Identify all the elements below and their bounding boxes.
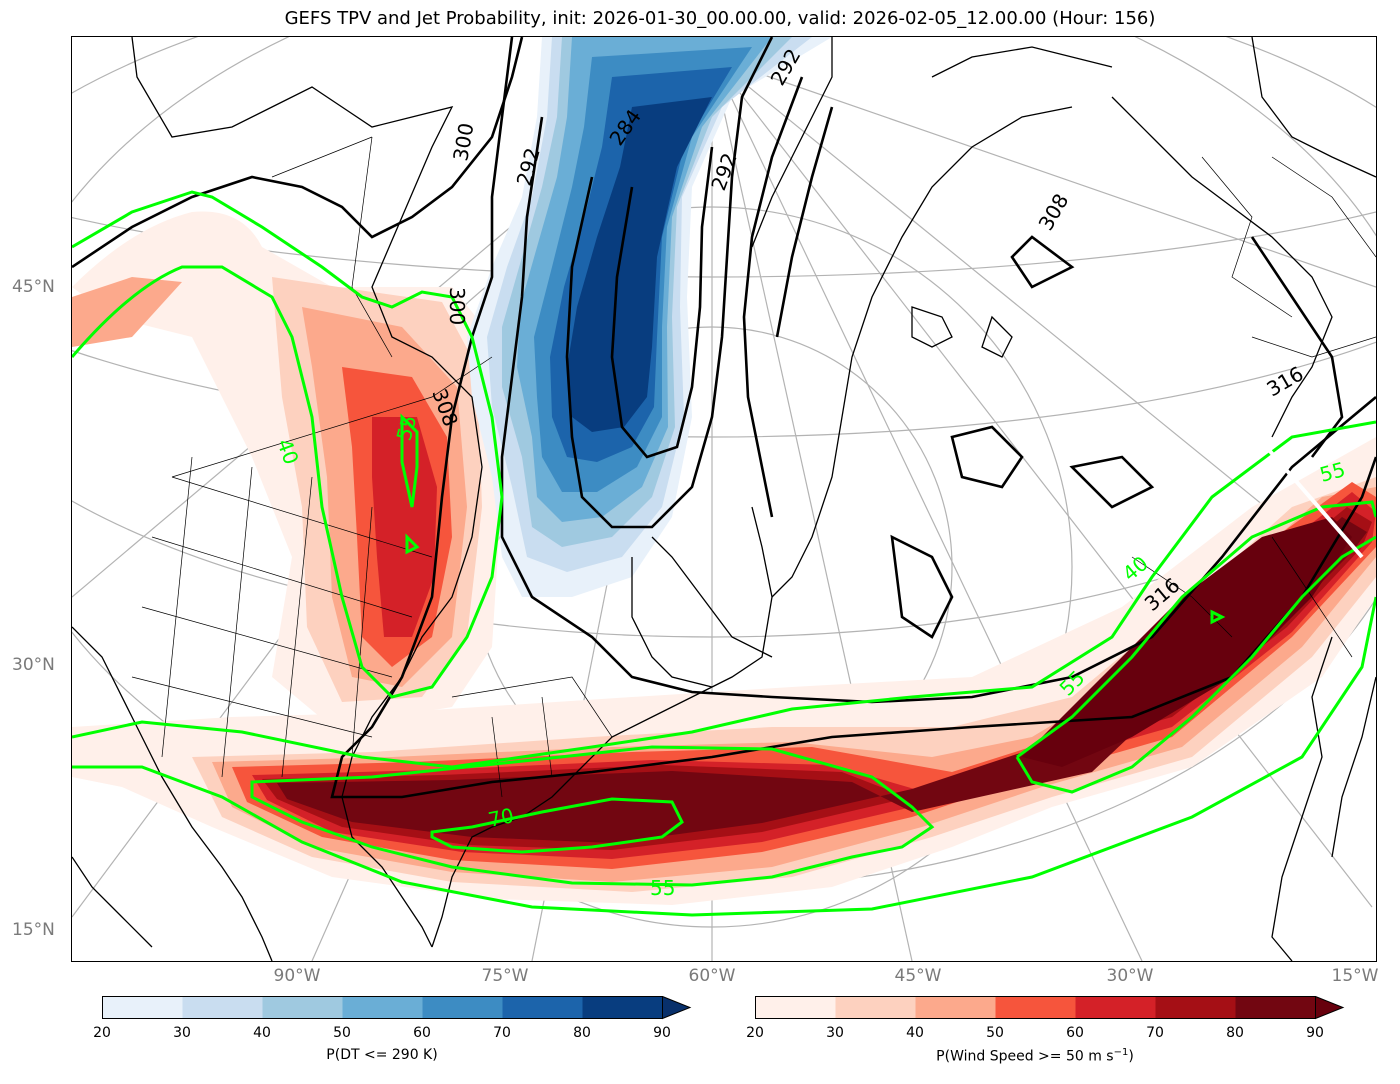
colorbar-frame [755,996,1316,1019]
tpv-colorbar [102,995,702,1024]
colorbar-frame [102,996,663,1019]
tpv-tick: 80 [573,1025,591,1041]
jet-tick: 80 [1226,1025,1244,1041]
colorbar-swatch [995,996,1076,1019]
jet-tick: 90 [1306,1025,1324,1041]
jet-tick: 40 [906,1025,924,1041]
colorbar-swatch [915,996,996,1019]
tpv-colorbar-swatches [102,995,692,1020]
tpv-tick: 50 [333,1025,351,1041]
lat-label-15: 15°N [12,920,55,940]
colorbar-swatch [835,996,916,1019]
jet-contours [72,190,1376,917]
jet-tick: 60 [1066,1025,1084,1041]
tpv-tick: 90 [653,1025,671,1041]
colorbar-extend-arrow [662,995,692,1020]
lon-label-45w: 45°W [894,966,942,986]
jet-colorbar-label-end: ) [1128,1048,1134,1065]
figure-title: GEFS TPV and Jet Probability, init: 2026… [284,8,1156,29]
tpv-probability-fill [467,37,832,597]
state-borders [131,136,1376,798]
colorbar-swatch [102,996,183,1019]
jet-label: 55 [650,876,675,900]
colorbar-swatch [582,996,663,1019]
colorbar-swatch [182,996,263,1019]
tpv-tick: 60 [413,1025,431,1041]
lat-label-45: 45°N [12,277,55,297]
map-panel: 300 292 284 300 292 292 308 308 316 316 … [71,36,1377,962]
colorbar-extend-arrow [1315,995,1345,1020]
lon-label-60w: 60°W [688,966,736,986]
jet-colorbar-label: P(Wind Speed >= 50 m s−1) [936,1047,1134,1065]
colorbar-swatch [502,996,583,1019]
dt-label: 300 [448,121,478,163]
tpv-tick: 70 [493,1025,511,1041]
colorbar-swatch [1075,996,1156,1019]
lon-label-75w: 75°W [481,966,529,986]
lat-label-30: 30°N [12,655,55,675]
colorbar-swatch [422,996,503,1019]
colorbar-swatch [1155,996,1236,1019]
lon-label-30w: 30°W [1106,966,1154,986]
colorbar-swatch [755,996,836,1019]
jet-colorbar-swatches [755,995,1345,1020]
jet-colorbar-label-sup: −1 [1113,1047,1129,1058]
dt-contours [72,37,1376,799]
colorbar-swatch [342,996,423,1019]
missing-data-strip [1260,440,1364,559]
jet-tick: 50 [986,1025,1004,1041]
dt-label: 316 [1263,361,1308,401]
jet-colorbar-label-main: P(Wind Speed >= 50 m s [936,1048,1114,1065]
tpv-colorbar-label: P(DT <= 290 K) [326,1047,438,1063]
dt-label: 300 [445,287,469,325]
lon-label-90w: 90°W [273,966,321,986]
tpv-tick: 40 [253,1025,271,1041]
jet-label: 70 [486,803,516,832]
jet-tick: 30 [826,1025,844,1041]
lon-label-15w: 15°W [1331,966,1379,986]
jet-label: 40 [1118,551,1153,586]
map-canvas: 300 292 284 300 292 292 308 308 316 316 … [72,37,1376,961]
jet-tick: 20 [746,1025,764,1041]
colorbar-swatch [1235,996,1316,1019]
colorbar-swatch [262,996,343,1019]
tpv-tick: 30 [173,1025,191,1041]
tpv-tick: 20 [93,1025,111,1041]
jet-tick: 70 [1146,1025,1164,1041]
dt-label: 308 [1034,189,1074,234]
jet-colorbar [755,995,1355,1024]
